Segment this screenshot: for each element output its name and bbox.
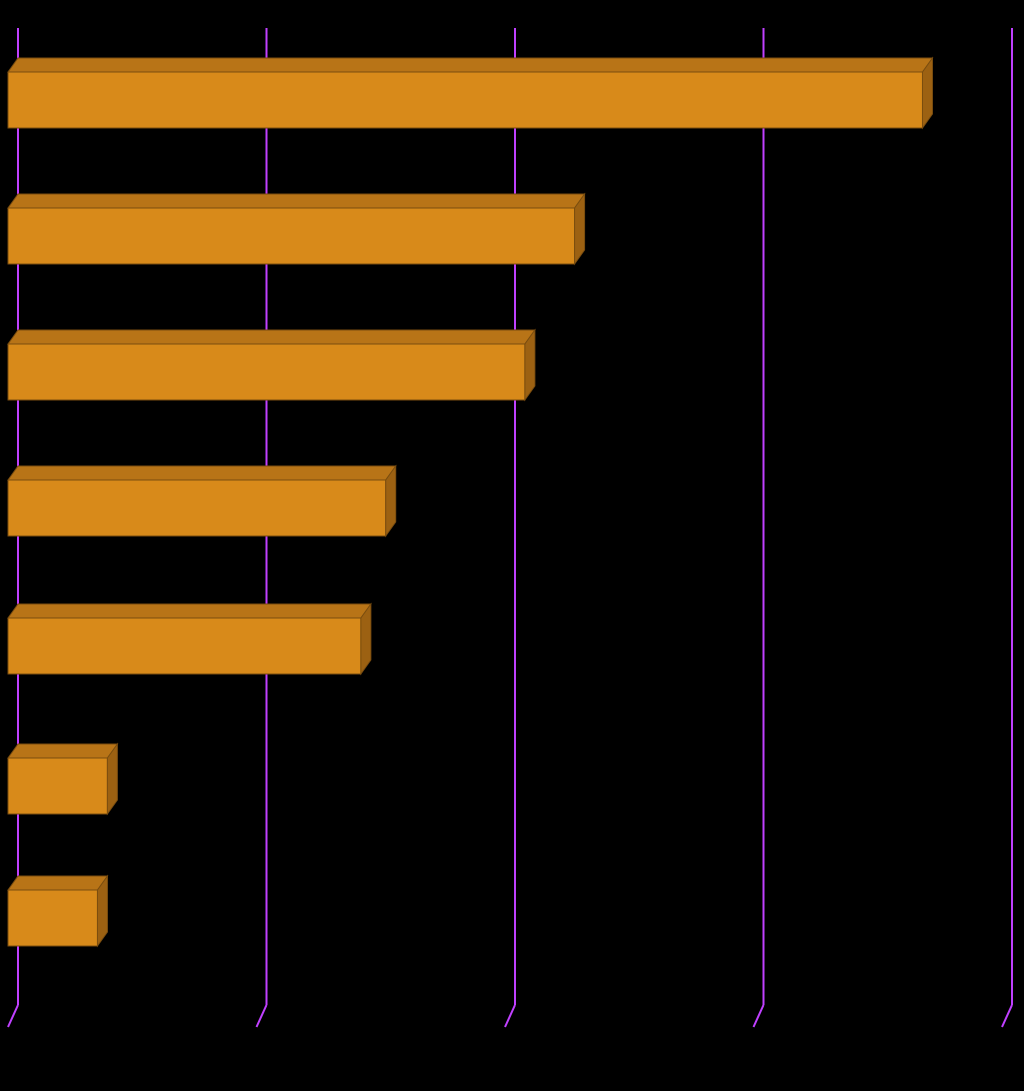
bar-top [8,330,535,344]
bar [8,58,932,128]
bar [8,876,107,946]
bar-top [8,876,107,890]
bar-front [8,890,97,946]
bar [8,604,371,674]
bar-front [8,618,361,674]
bar-top [8,58,932,72]
bar-front [8,758,107,814]
bar [8,466,396,536]
bar [8,744,117,814]
bar [8,330,535,400]
chart-background [0,0,1024,1091]
bar-chart-3d [0,0,1024,1091]
bar-front [8,344,525,400]
bar [8,194,585,264]
bar-top [8,194,585,208]
bar-top [8,604,371,618]
bar-front [8,72,922,128]
bar-front [8,208,575,264]
bar-top [8,466,396,480]
bar-front [8,480,386,536]
bar-top [8,744,117,758]
chart-svg [0,0,1024,1091]
